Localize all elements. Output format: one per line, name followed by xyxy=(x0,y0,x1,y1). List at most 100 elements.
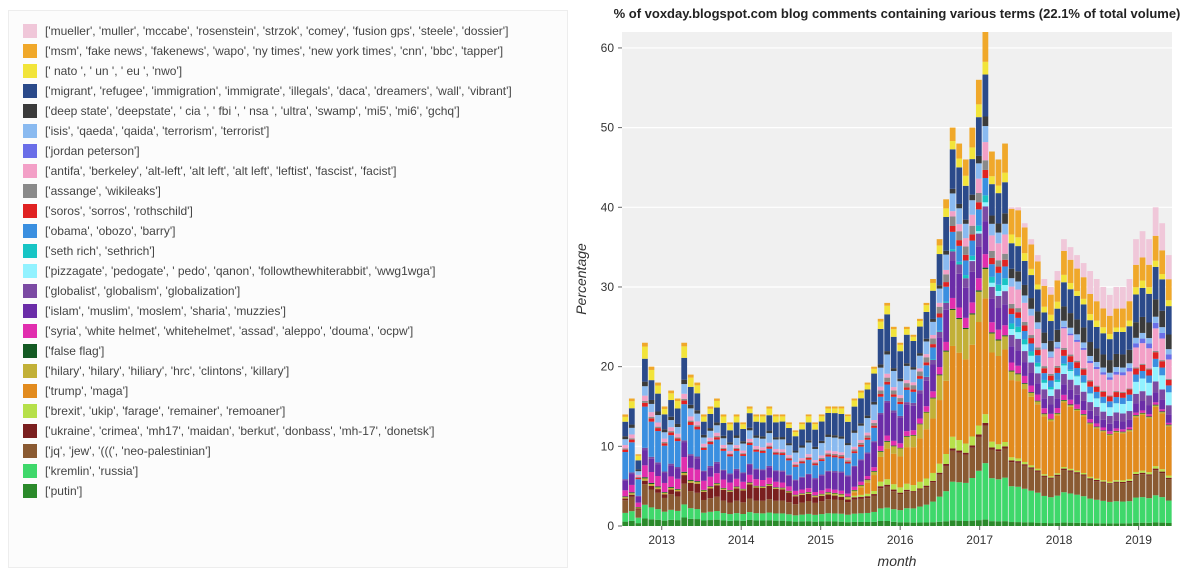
bar-seg-nato xyxy=(1055,302,1061,309)
legend-swatch-syria xyxy=(23,324,37,338)
bar-seg-trump xyxy=(871,475,877,491)
bar-seg-obama xyxy=(891,397,897,411)
bar-seg-msm xyxy=(924,303,930,305)
bar-seg-soros xyxy=(635,478,641,480)
bar-seg-isis xyxy=(721,438,727,445)
bar-seg-hillary xyxy=(825,493,831,494)
bar-seg-pizzagate xyxy=(1127,401,1133,411)
bar-seg-jq xyxy=(799,503,805,515)
bar-seg-mueller xyxy=(1028,239,1034,244)
bar-seg-sethrich xyxy=(976,226,982,232)
bar-seg-trump xyxy=(1074,411,1080,471)
bar-seg-msm xyxy=(1035,261,1041,284)
bar-seg-sethrich xyxy=(930,359,936,360)
bar-seg-soros xyxy=(1074,362,1080,368)
bar-seg-syria xyxy=(845,494,851,497)
bar-seg-mueller xyxy=(1068,247,1074,260)
bar-seg-migrant xyxy=(1048,321,1054,341)
chart-panel: 0102030405060201320142015201620172018201… xyxy=(568,0,1200,578)
bar-seg-syria xyxy=(1041,408,1047,413)
bar-seg-syria xyxy=(1127,427,1133,429)
legend-label-brexit: ['brexit', 'ukip', 'farage', 'remainer',… xyxy=(45,401,285,421)
bar-seg-ukraine xyxy=(1028,467,1034,468)
bar-seg-antifa xyxy=(662,439,668,442)
bar-seg-putin xyxy=(1107,523,1113,526)
bar-seg-assange xyxy=(930,338,936,344)
bar-seg-falseflag xyxy=(727,490,733,491)
bar-seg-kremlin xyxy=(1061,492,1067,522)
bar-seg-isis xyxy=(871,405,877,420)
bar-seg-deepstate xyxy=(622,436,628,439)
bar-seg-antifa xyxy=(983,142,989,160)
bar-seg-jq xyxy=(825,499,831,513)
bar-seg-msm xyxy=(937,239,943,245)
bar-seg-globalist xyxy=(812,478,818,479)
bar-seg-soros xyxy=(1041,368,1047,373)
bar-seg-kremlin xyxy=(642,505,648,519)
bar-seg-syria xyxy=(793,491,799,495)
bar-seg-assange xyxy=(786,458,792,459)
bar-seg-migrant xyxy=(1133,294,1139,322)
bar-seg-deepstate xyxy=(983,117,989,127)
bar-seg-globalist xyxy=(1035,373,1041,383)
bar-seg-obama xyxy=(825,457,831,471)
bar-seg-jq xyxy=(1127,482,1133,501)
bar-seg-jq xyxy=(1022,466,1028,489)
bar-seg-ukraine xyxy=(1015,461,1021,463)
bar-seg-deepstate xyxy=(871,402,877,405)
bar-seg-kremlin xyxy=(635,518,641,523)
bar-seg-deepstate xyxy=(1068,313,1074,328)
bar-seg-syria xyxy=(1074,404,1080,408)
bar-seg-obama xyxy=(969,241,975,256)
bar-seg-isis xyxy=(976,163,982,178)
bar-seg-assange xyxy=(760,450,766,451)
bar-seg-nato xyxy=(1028,269,1034,275)
bar-seg-antifa xyxy=(734,445,740,448)
bar-seg-antifa xyxy=(793,462,799,464)
bar-seg-migrant xyxy=(714,408,720,423)
bar-seg-hillary xyxy=(1159,412,1165,413)
bar-seg-kremlin xyxy=(1127,501,1133,523)
bar-seg-isis xyxy=(1002,224,1008,235)
bar-seg-kremlin xyxy=(662,512,668,521)
bar-seg-antifa xyxy=(688,416,694,420)
bar-seg-brexit xyxy=(845,498,851,499)
bar-seg-kremlin xyxy=(688,508,694,519)
bar-seg-migrant xyxy=(832,413,838,435)
bar-seg-kremlin xyxy=(675,511,681,520)
bar-seg-peterson xyxy=(1146,344,1152,349)
bar-seg-assange xyxy=(832,454,838,455)
bar-seg-ukraine xyxy=(852,497,858,499)
bar-seg-nato xyxy=(740,424,746,429)
bar-seg-kremlin xyxy=(629,511,635,521)
bar-seg-deepstate xyxy=(1166,335,1172,350)
legend-label-trump: ['trump', 'maga'] xyxy=(45,381,128,401)
bar-seg-kremlin xyxy=(1028,491,1034,523)
bar-seg-migrant xyxy=(799,429,805,445)
bar-seg-pizzagate xyxy=(1022,344,1028,351)
bar-seg-isis xyxy=(943,255,949,270)
bar-seg-trump xyxy=(950,346,956,437)
bar-seg-soros xyxy=(983,170,989,178)
bar-seg-soros xyxy=(760,451,766,453)
bar-seg-putin xyxy=(950,520,956,526)
bar-seg-jq xyxy=(1035,472,1041,493)
bar-seg-assange xyxy=(799,461,805,462)
bar-seg-migrant xyxy=(740,429,746,441)
bar-seg-assange xyxy=(629,438,635,439)
bar-seg-deepstate xyxy=(819,441,825,443)
bar-seg-assange xyxy=(1035,347,1041,350)
bar-seg-deepstate xyxy=(884,351,890,354)
bar-seg-putin xyxy=(845,522,851,526)
bar-seg-assange xyxy=(688,421,694,422)
bar-seg-globalist xyxy=(1022,351,1028,362)
bar-seg-syria xyxy=(852,487,858,490)
bar-seg-antifa xyxy=(629,434,635,438)
bar-seg-hillary xyxy=(734,487,740,488)
bar-seg-ukraine xyxy=(930,481,936,482)
bar-seg-soros xyxy=(681,401,687,405)
legend-label-msm: ['msm', 'fake news', 'fakenews', 'wapo',… xyxy=(45,41,503,61)
bar-seg-trump xyxy=(983,298,989,414)
bar-seg-globalist xyxy=(904,402,910,405)
bar-seg-nato xyxy=(845,416,851,422)
